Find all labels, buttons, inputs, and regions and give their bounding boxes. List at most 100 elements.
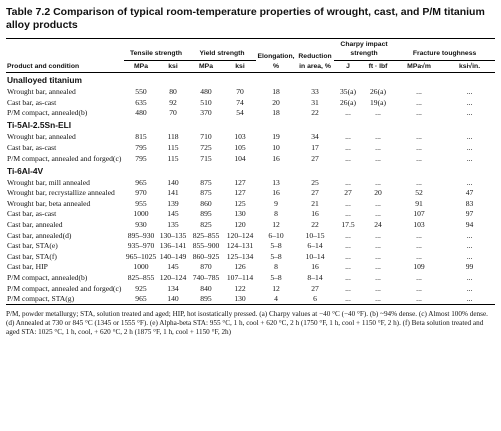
cell: 1000: [133, 209, 149, 219]
cell: 140: [167, 294, 179, 304]
cell: 136–141: [159, 241, 187, 251]
cell: 130: [234, 209, 246, 219]
cell: 103: [413, 219, 425, 229]
row-label: Wrought bar, recrystallize annealed: [7, 188, 115, 198]
cell: 895: [200, 294, 212, 304]
cell: ...: [416, 272, 422, 282]
cell: 965: [135, 177, 147, 187]
row-label: Cast bar, as-cast: [7, 209, 57, 219]
cell: 122: [234, 283, 246, 293]
cell: 34: [311, 132, 319, 142]
cell: 6–14: [307, 241, 323, 251]
unit-label: MPa: [134, 62, 148, 70]
cell: 875: [200, 177, 212, 187]
cell: ...: [345, 143, 351, 152]
cell: ...: [345, 153, 351, 163]
cell: ...: [416, 143, 422, 152]
cell: 725: [200, 143, 212, 152]
cell: ...: [345, 241, 351, 251]
cell: 27: [311, 283, 319, 293]
cell: 140: [167, 177, 179, 187]
cell: ...: [416, 153, 422, 163]
cell: 31: [311, 97, 319, 107]
row-label: Cast bar, HIP: [7, 262, 48, 272]
row-label: P/M compact, STA(g): [7, 294, 75, 304]
cell: 105: [234, 143, 246, 152]
cell: ...: [416, 294, 422, 304]
cell: 22: [311, 219, 319, 229]
header-cell: Yield strength: [188, 38, 257, 61]
cell: ...: [345, 283, 351, 293]
cell: 840: [200, 283, 212, 293]
cell: 480: [200, 87, 212, 97]
cell: 35(a): [340, 87, 357, 97]
row-label: P/M compact, annealed(b): [7, 108, 88, 118]
cell: 125–134: [226, 251, 254, 261]
cell: ...: [375, 294, 381, 304]
cell: ...: [416, 87, 422, 97]
cell: 10–15: [305, 230, 325, 240]
cell: ...: [466, 108, 473, 118]
data-row: P/M compact, annealed and forged(c) 925 13…: [6, 283, 495, 294]
unit-label: MPa√m: [407, 62, 431, 70]
cell: 92: [169, 97, 177, 107]
cell: 930: [135, 219, 147, 229]
cell: 120–124: [226, 230, 254, 240]
cell: 5–8: [270, 272, 282, 282]
section-row: Ti-6Al-4V: [6, 164, 495, 177]
row-label: Cast bar, annealed: [7, 219, 63, 229]
cell: ...: [466, 230, 473, 240]
cell: 370: [200, 108, 212, 118]
footnote: P/M, powder metallurgy; STA, solution tr…: [6, 310, 488, 337]
data-row: P/M compact, STA(g) 965 140 895 130 4 6.......…: [6, 294, 495, 305]
cell: 635: [135, 97, 147, 107]
cell: 47: [465, 188, 474, 198]
cell: 99: [465, 262, 474, 272]
cell: 16: [311, 209, 319, 219]
unit-label: ksi√in.: [458, 62, 481, 70]
cell: 21: [311, 198, 319, 208]
data-row: P/M compact, annealed(b) 480 70 370 54 18 22..…: [6, 108, 495, 119]
cell: ...: [416, 177, 422, 187]
cell: 795: [135, 153, 147, 163]
header-cell: Elongation, %: [257, 53, 295, 70]
data-row: Cast bar, STA(f) 965–1025 140–149 860–925 12…: [6, 251, 495, 262]
cell: 825–855: [192, 230, 220, 240]
table: Product and condition Tensile strength Y…: [6, 38, 496, 305]
cell: 27: [311, 153, 319, 163]
cell: ...: [466, 143, 473, 152]
row-label: P/M compact, annealed(b): [7, 272, 88, 282]
cell: 855–900: [192, 241, 220, 251]
cell: ...: [375, 153, 381, 163]
row-label: P/M compact, annealed and forged(c): [7, 153, 122, 163]
cell: ...: [466, 87, 473, 97]
cell: ...: [375, 108, 381, 118]
data-row: Wrought bar, beta annealed 955 139 860 125 9 2…: [6, 198, 495, 209]
cell: 135: [167, 219, 179, 229]
cell: 33: [311, 87, 319, 97]
cell: 124–131: [226, 241, 254, 251]
cell: 97: [465, 209, 474, 219]
cell: ...: [375, 262, 381, 272]
cell: ...: [416, 283, 422, 293]
row-label: Cast bar, as-cast: [7, 97, 57, 107]
cell: 27: [344, 188, 352, 198]
cell: 1000: [133, 262, 149, 272]
cell: 140–149: [159, 251, 187, 261]
header-cell: Charpy impact strength: [334, 38, 395, 61]
cell: 24: [374, 219, 382, 229]
unit-label: J: [346, 62, 350, 70]
cell: 104: [234, 153, 246, 163]
cell: 18: [272, 108, 280, 118]
cell: 120: [234, 219, 246, 229]
cell: 4: [274, 294, 278, 304]
cell: 8: [274, 262, 278, 272]
cell: 16: [272, 188, 280, 198]
cell: 710: [200, 132, 212, 142]
cell: ...: [345, 132, 351, 142]
cell: 18: [272, 87, 280, 97]
section-title: Ti-6Al-4V: [7, 165, 44, 176]
row-label: Cast bar, STA(e): [7, 241, 58, 251]
cell: 130: [234, 294, 246, 304]
